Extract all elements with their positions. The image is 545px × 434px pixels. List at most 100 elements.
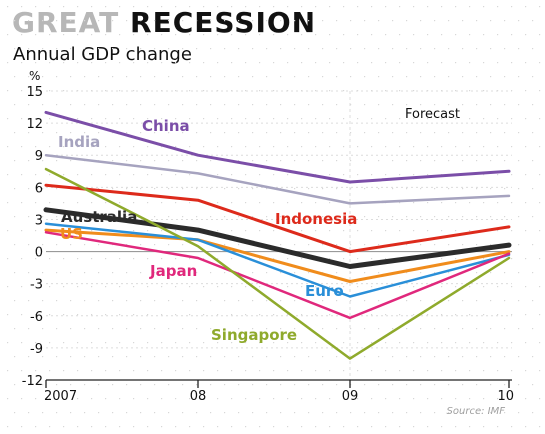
bg-dot [147,398,149,400]
bg-dot [42,384,44,386]
bg-dot [539,34,541,36]
bg-dot [420,384,422,386]
bg-dot [280,384,282,386]
bg-dot [378,216,380,218]
bg-dot [21,398,23,400]
bg-dot [315,202,317,204]
bg-dot [490,188,492,190]
page-subtitle: Annual GDP change [13,44,192,65]
bg-dot [147,202,149,204]
bg-dot [378,244,380,246]
bg-dot [420,160,422,162]
bg-dot [175,342,177,344]
bg-dot [259,62,261,64]
bg-dot [280,328,282,330]
bg-dot [7,62,9,64]
bg-dot [504,216,506,218]
bg-dot [189,6,191,8]
bg-dot [462,188,464,190]
bg-dot [315,6,317,8]
bg-dot [245,426,247,428]
bg-dot [427,34,429,36]
bg-dot [476,216,478,218]
bg-dot [469,6,471,8]
bg-dot [140,76,142,78]
bg-dot [441,314,443,316]
bg-dot [497,62,499,64]
bg-dot [238,412,240,414]
bg-dot [119,426,121,428]
bg-dot [308,132,310,134]
bg-dot [420,216,422,218]
bg-dot [504,132,506,134]
bg-dot [77,146,79,148]
bg-dot [497,286,499,288]
bg-dot [420,244,422,246]
bg-dot [350,188,352,190]
bg-dot [42,76,44,78]
bg-dot [385,230,387,232]
bg-dot [70,356,72,358]
bg-dot [539,202,541,204]
bg-dot [224,188,226,190]
series-label-euro: Euro [305,282,344,300]
bg-dot [35,90,37,92]
bg-dot [14,160,16,162]
y-tick-label: -12 [22,374,43,389]
bg-dot [532,384,534,386]
bg-dot [112,76,114,78]
bg-dot [497,398,499,400]
bg-dot [154,412,156,414]
bg-dot [189,62,191,64]
bg-dot [399,6,401,8]
bg-dot [329,370,331,372]
bg-dot [21,370,23,372]
bg-dot [518,160,520,162]
bg-dot [35,202,37,204]
bg-dot [371,258,373,260]
bg-dot [427,62,429,64]
bg-dot [105,426,107,428]
bg-dot [518,132,520,134]
bg-dot [378,328,380,330]
y-tick-label: 9 [35,149,43,164]
bg-dot [245,174,247,176]
bg-dot [21,34,23,36]
bg-dot [385,6,387,8]
bg-dot [105,34,107,36]
bg-dot [154,300,156,302]
bg-dot [294,104,296,106]
bg-dot [483,62,485,64]
bg-dot [294,76,296,78]
bg-dot [434,356,436,358]
bg-dot [28,20,30,22]
bg-dot [441,286,443,288]
bg-dot [343,118,345,120]
bg-dot [154,132,156,134]
bg-dot [322,76,324,78]
bg-dot [455,34,457,36]
bg-dot [77,370,79,372]
bg-dot [525,174,527,176]
bg-dot [448,272,450,274]
bg-dot [434,272,436,274]
bg-dot [175,6,177,8]
series-label-australia: Australia [61,208,137,226]
bg-dot [182,160,184,162]
bg-dot [56,272,58,274]
bg-dot [70,384,72,386]
bg-dot [336,328,338,330]
bg-dot [301,370,303,372]
bg-dot [203,62,205,64]
bg-dot [280,272,282,274]
bg-dot [196,48,198,50]
bg-dot [203,426,205,428]
bg-dot [14,188,16,190]
bg-dot [441,202,443,204]
bg-dot [413,370,415,372]
bg-dot [266,188,268,190]
bg-dot [490,272,492,274]
bg-dot [476,48,478,50]
bg-dot [357,258,359,260]
